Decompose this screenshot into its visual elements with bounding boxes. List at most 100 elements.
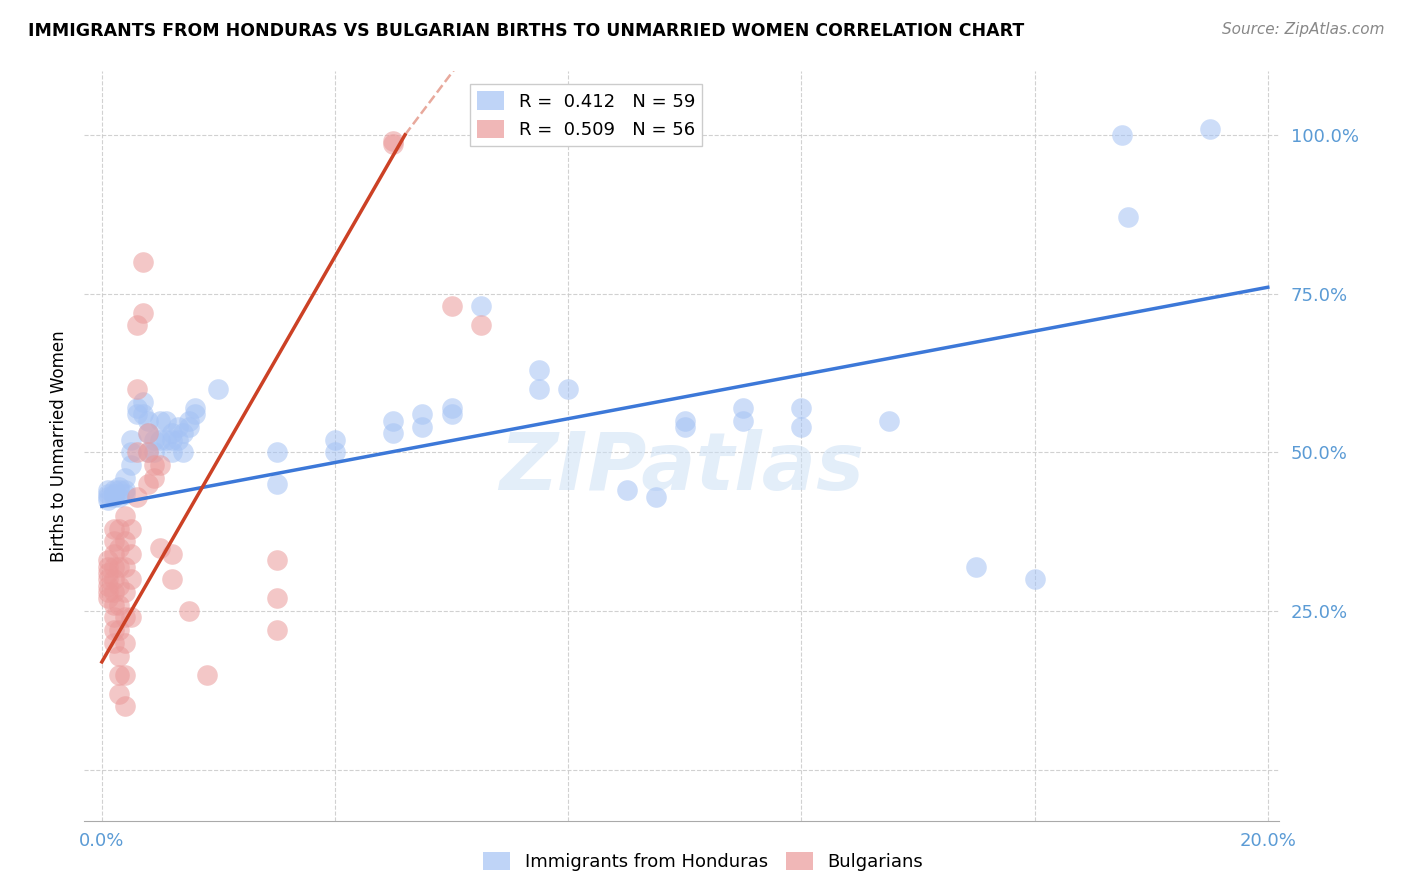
Point bbox=[103, 598, 125, 612]
Point bbox=[114, 471, 136, 485]
Point bbox=[97, 493, 120, 508]
Point bbox=[131, 394, 153, 409]
Point bbox=[733, 401, 755, 415]
Point bbox=[266, 477, 288, 491]
Point bbox=[557, 382, 579, 396]
Point bbox=[114, 667, 136, 681]
Point bbox=[527, 382, 550, 396]
Point bbox=[138, 445, 160, 459]
Point bbox=[125, 318, 148, 333]
Point bbox=[179, 604, 201, 618]
Point bbox=[125, 382, 148, 396]
Point bbox=[172, 426, 194, 441]
Point bbox=[103, 490, 125, 504]
Point bbox=[103, 486, 125, 500]
Point bbox=[120, 445, 142, 459]
Point bbox=[114, 610, 136, 624]
Point bbox=[108, 648, 131, 663]
Point bbox=[114, 699, 136, 714]
Point bbox=[965, 559, 987, 574]
Point bbox=[120, 610, 142, 624]
Point bbox=[97, 490, 120, 504]
Point bbox=[114, 486, 136, 500]
Point bbox=[108, 483, 131, 498]
Point bbox=[125, 445, 148, 459]
Point bbox=[877, 414, 900, 428]
Point bbox=[108, 480, 131, 494]
Point bbox=[97, 591, 120, 606]
Point bbox=[114, 508, 136, 523]
Point bbox=[790, 420, 813, 434]
Point bbox=[411, 420, 433, 434]
Point bbox=[673, 420, 696, 434]
Point bbox=[440, 401, 463, 415]
Point bbox=[131, 306, 153, 320]
Point bbox=[470, 318, 492, 333]
Point bbox=[160, 426, 183, 441]
Point bbox=[114, 483, 136, 498]
Point bbox=[172, 445, 194, 459]
Text: ZIPatlas: ZIPatlas bbox=[499, 429, 865, 508]
Legend: R =  0.412   N = 59, R =  0.509   N = 56: R = 0.412 N = 59, R = 0.509 N = 56 bbox=[470, 84, 702, 146]
Point bbox=[125, 490, 148, 504]
Point bbox=[108, 579, 131, 593]
Point bbox=[120, 433, 142, 447]
Point bbox=[131, 255, 153, 269]
Point bbox=[131, 407, 153, 421]
Point bbox=[382, 414, 405, 428]
Point bbox=[733, 414, 755, 428]
Point bbox=[1024, 572, 1046, 586]
Point bbox=[120, 522, 142, 536]
Point bbox=[103, 547, 125, 561]
Point bbox=[143, 445, 166, 459]
Point bbox=[108, 623, 131, 637]
Point bbox=[97, 553, 120, 567]
Point bbox=[138, 414, 160, 428]
Point bbox=[323, 445, 346, 459]
Point bbox=[155, 433, 177, 447]
Point bbox=[184, 401, 207, 415]
Y-axis label: Births to Unmarried Women: Births to Unmarried Women bbox=[49, 330, 67, 562]
Point bbox=[97, 486, 120, 500]
Point bbox=[97, 559, 120, 574]
Point bbox=[103, 572, 125, 586]
Point bbox=[120, 572, 142, 586]
Point bbox=[382, 137, 405, 152]
Point bbox=[790, 401, 813, 415]
Point bbox=[114, 636, 136, 650]
Point bbox=[108, 598, 131, 612]
Point bbox=[103, 610, 125, 624]
Text: IMMIGRANTS FROM HONDURAS VS BULGARIAN BIRTHS TO UNMARRIED WOMEN CORRELATION CHAR: IMMIGRANTS FROM HONDURAS VS BULGARIAN BI… bbox=[28, 22, 1025, 40]
Point bbox=[103, 623, 125, 637]
Point bbox=[138, 477, 160, 491]
Point bbox=[114, 585, 136, 599]
Point bbox=[527, 363, 550, 377]
Point bbox=[103, 483, 125, 498]
Point bbox=[138, 445, 160, 459]
Point bbox=[160, 433, 183, 447]
Point bbox=[1116, 211, 1139, 225]
Point bbox=[120, 547, 142, 561]
Point bbox=[155, 414, 177, 428]
Point bbox=[184, 407, 207, 421]
Point bbox=[382, 426, 405, 441]
Point bbox=[103, 534, 125, 549]
Point bbox=[616, 483, 638, 498]
Point bbox=[166, 433, 188, 447]
Point bbox=[97, 579, 120, 593]
Point bbox=[125, 401, 148, 415]
Point bbox=[114, 559, 136, 574]
Point bbox=[108, 687, 131, 701]
Point bbox=[440, 407, 463, 421]
Point bbox=[673, 414, 696, 428]
Point bbox=[108, 490, 131, 504]
Point bbox=[266, 623, 288, 637]
Point bbox=[143, 471, 166, 485]
Point bbox=[195, 667, 218, 681]
Point bbox=[160, 445, 183, 459]
Point bbox=[138, 426, 160, 441]
Point bbox=[266, 445, 288, 459]
Point bbox=[411, 407, 433, 421]
Point bbox=[125, 407, 148, 421]
Point bbox=[108, 667, 131, 681]
